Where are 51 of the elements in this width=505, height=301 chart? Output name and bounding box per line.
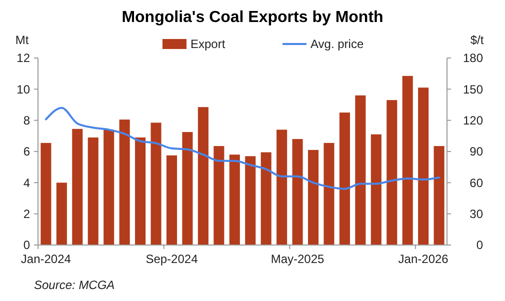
y-tick-label: 12 — [16, 51, 30, 66]
y-tick-label: 4 — [23, 176, 30, 190]
y2-tick-label: 0 — [476, 238, 484, 252]
bar — [260, 152, 272, 245]
y-axis-title: Mt — [15, 33, 30, 47]
line-series — [44, 106, 440, 190]
y-tick-label: 8 — [23, 114, 30, 128]
x-tick-label: Jan-2026 — [398, 252, 449, 266]
y2-axis-title: $/t — [470, 33, 484, 47]
bar — [245, 156, 256, 245]
bar — [370, 134, 382, 245]
y2-tick-label: 120 — [462, 114, 484, 128]
bar — [276, 130, 288, 245]
y2-tick-label: 60 — [470, 176, 484, 190]
y2-tick-label: 150 — [462, 82, 484, 96]
source-note: Source: MCGA — [34, 278, 115, 292]
chart-title: Mongolia's Coal Exports by Month — [122, 9, 384, 26]
legend-label: Export — [190, 37, 226, 52]
y2-tick-label: 30 — [470, 207, 484, 222]
x-tick-label: Sep-2024 — [146, 252, 198, 266]
y-tick-label: 2 — [23, 207, 30, 222]
y2-tick-label: 90 — [470, 144, 484, 159]
bar — [386, 100, 398, 245]
bar — [402, 76, 413, 245]
bar — [339, 112, 350, 245]
bar — [72, 128, 83, 245]
bar — [56, 182, 67, 245]
bar — [418, 88, 429, 245]
bar — [150, 122, 162, 245]
bar — [119, 120, 130, 245]
y-tick-label: 10 — [16, 82, 30, 96]
bar — [292, 139, 303, 245]
bar — [104, 130, 114, 245]
bar — [166, 155, 178, 245]
bar — [308, 150, 319, 245]
bar — [135, 137, 146, 245]
bar — [40, 142, 52, 245]
x-tick-label: Jan-2024 — [20, 252, 72, 266]
bar — [355, 95, 366, 245]
y-tick-label: 0 — [23, 238, 30, 252]
legend-label: Avg. price — [310, 37, 364, 52]
bar — [434, 146, 444, 245]
bar — [229, 154, 240, 245]
bar — [182, 132, 193, 245]
y-tick-label: 6 — [23, 144, 30, 159]
x-tick-label: May-2025 — [270, 252, 325, 266]
bar — [324, 142, 334, 245]
bar — [88, 137, 98, 245]
bar — [198, 107, 208, 245]
y2-tick-label: 180 — [462, 51, 484, 66]
bar — [214, 146, 224, 245]
